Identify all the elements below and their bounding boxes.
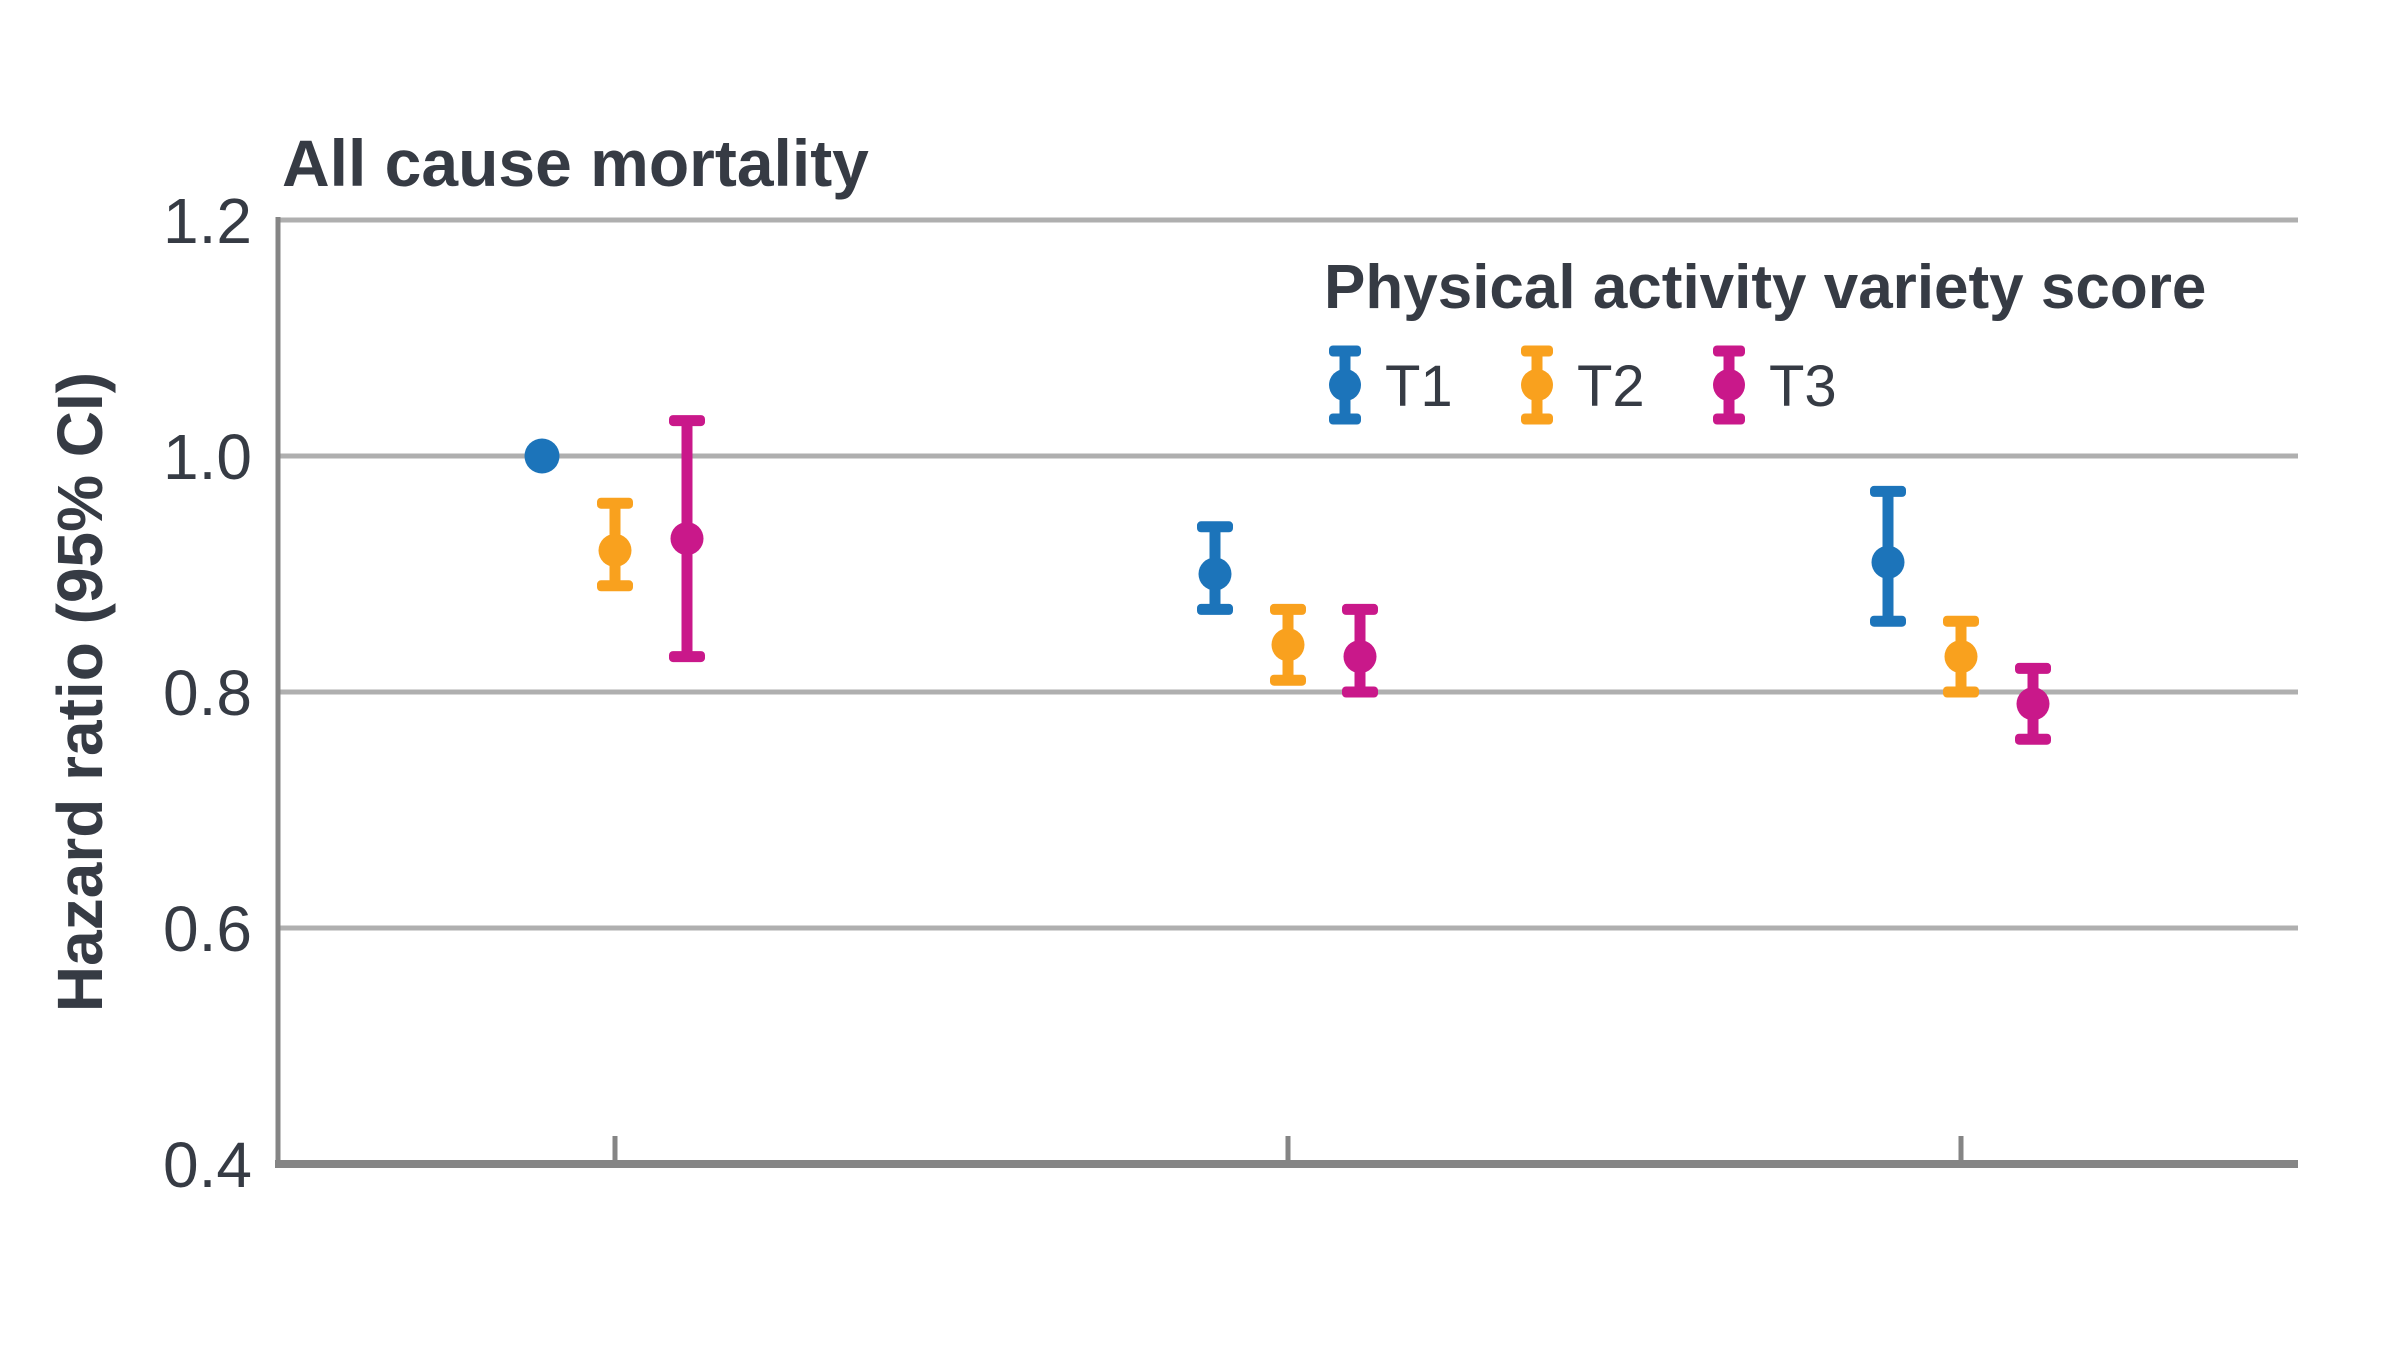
point-marker (670, 522, 704, 556)
y-tick-label-1.0: 1.0 (163, 421, 252, 493)
ci-cap-lower (597, 580, 633, 592)
data-point-T2-group2 (1270, 603, 1306, 686)
gridlines (278, 217, 2298, 931)
ci-cap-lower (1197, 603, 1233, 615)
legend-marker-point (1521, 369, 1553, 401)
ci-cap-upper (1870, 485, 1906, 497)
legend-marker-point (1329, 369, 1361, 401)
ci-cap-upper (1270, 603, 1306, 615)
ci-cap-upper (1943, 615, 1979, 627)
point-marker (1198, 557, 1232, 591)
ci-cap-upper (669, 415, 705, 427)
data-points (524, 415, 2051, 745)
legend-item-T2: T2 (1521, 345, 1645, 425)
ci-cap-lower (1342, 686, 1378, 698)
y-tick-label-0.6: 0.6 (163, 893, 252, 965)
point-marker (1944, 640, 1978, 674)
point-marker (2016, 687, 2050, 721)
y-tick-label-0.4: 0.4 (163, 1129, 252, 1201)
data-point-T3-group2 (1342, 603, 1378, 698)
ci-cap-lower (1870, 615, 1906, 627)
reference-point-marker (524, 438, 560, 474)
point-marker (1871, 545, 1905, 579)
data-point-T3-group3 (2015, 662, 2051, 745)
point-marker (1271, 628, 1305, 662)
legend-item-label: T3 (1769, 354, 1837, 419)
legend-item-label: T1 (1385, 354, 1453, 419)
ci-cap-upper (2015, 662, 2051, 674)
legend-marker-cap-top (1521, 345, 1553, 357)
data-point-T2-group1 (597, 497, 633, 592)
point-marker (1343, 640, 1377, 674)
legend: Physical activity variety score T1 T2 T3 (1324, 253, 2206, 425)
y-tick-label-1.2: 1.2 (163, 185, 252, 257)
data-point-T2-group3 (1943, 615, 1979, 698)
y-axis-label: Hazard ratio (95% CI) (44, 372, 116, 1012)
legend-marker-cap-bottom (1329, 413, 1361, 425)
data-point-T3-group1 (669, 415, 705, 663)
legend-marker-cap-bottom (1521, 413, 1553, 425)
legend-item-label: T2 (1577, 354, 1645, 419)
data-point-T1-group1 (524, 438, 560, 474)
point-marker (598, 533, 632, 567)
legend-marker-cap-bottom (1713, 413, 1745, 425)
ci-cap-lower (669, 651, 705, 663)
ci-cap-upper (597, 497, 633, 509)
chart-title: All cause mortality (282, 126, 869, 200)
legend-marker-cap-top (1329, 345, 1361, 357)
axes (275, 217, 2298, 1168)
ci-cap-upper (1197, 521, 1233, 533)
data-point-T1-group3 (1870, 485, 1906, 627)
y-tick-labels: 1.2 1.0 0.8 0.6 0.4 (163, 185, 252, 1201)
data-point-T1-group2 (1197, 521, 1233, 615)
legend-items: T1 T2 T3 (1329, 345, 1837, 425)
ci-cap-lower (1270, 674, 1306, 686)
legend-item-T1: T1 (1329, 345, 1453, 425)
legend-marker-point (1713, 369, 1745, 401)
ci-cap-upper (1342, 603, 1378, 615)
ci-cap-lower (1943, 686, 1979, 698)
y-tick-label-0.8: 0.8 (163, 657, 252, 729)
ci-cap-lower (2015, 733, 2051, 745)
legend-item-T3: T3 (1713, 345, 1837, 425)
legend-marker-cap-top (1713, 345, 1745, 357)
legend-title: Physical activity variety score (1324, 253, 2206, 322)
